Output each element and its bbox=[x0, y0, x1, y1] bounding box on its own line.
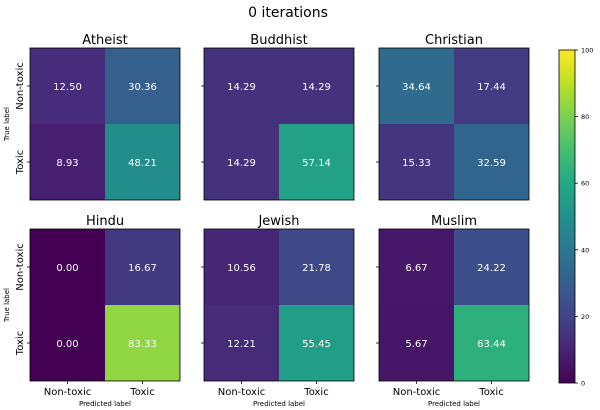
x-tick-label-muslim-0: Non-toxic bbox=[393, 387, 440, 398]
x-axis-label-hindu: Predicted label bbox=[79, 400, 131, 408]
cell-christian-r1-c0 bbox=[379, 124, 454, 200]
cell-christian-r0-c1 bbox=[454, 48, 529, 124]
panels-group: 12.50 30.36 8.93 48.21 Atheist Non-toxic Toxic… bbox=[3, 33, 530, 408]
cell-atheist-r0-c0 bbox=[30, 48, 105, 124]
cell-label-jewish-r0-c1: 21.78 bbox=[302, 263, 331, 274]
cell-muslim-r0-c0 bbox=[379, 229, 454, 305]
colorbar: 0 20 40 60 80 100 bbox=[558, 47, 593, 388]
cell-label-atheist-r1-c1: 48.21 bbox=[128, 158, 157, 169]
y-tick-label-atheist-1: Toxic bbox=[15, 150, 26, 175]
y-axis-label-atheist: True label bbox=[3, 107, 11, 142]
cell-hindu-r0-c1 bbox=[105, 229, 180, 305]
x-axis-label-muslim: Predicted label bbox=[428, 400, 480, 408]
cell-label-hindu-r0-c0: 0.00 bbox=[56, 263, 78, 274]
panel-frame-atheist bbox=[29, 47, 181, 201]
panel-muslim: 6.67 24.22 5.67 63.44 Muslim Non-toxic Toxic Pr… bbox=[376, 214, 530, 408]
panel-title-muslim: Muslim bbox=[431, 214, 477, 229]
figure-title: 0 iterations bbox=[248, 5, 328, 21]
cell-label-buddhist-r0-c0: 14.29 bbox=[227, 82, 256, 93]
cell-label-jewish-r0-c0: 10.56 bbox=[227, 263, 256, 274]
x-tick-label-jewish-0: Non-toxic bbox=[218, 387, 265, 398]
y-tick-label-hindu-0: Non-toxic bbox=[15, 243, 26, 290]
panel-title-christian: Christian bbox=[425, 33, 483, 48]
cell-label-jewish-r1-c1: 55.45 bbox=[302, 339, 331, 350]
cell-buddhist-r0-c1 bbox=[279, 48, 354, 124]
cell-hindu-r1-c1 bbox=[105, 305, 180, 381]
cell-atheist-r1-c1 bbox=[105, 124, 180, 200]
cell-atheist-r1-c0 bbox=[30, 124, 105, 200]
y-tick-label-atheist-0: Non-toxic bbox=[15, 62, 26, 109]
panel-buddhist: 14.29 14.29 14.29 57.14 Buddhist bbox=[201, 33, 355, 201]
panel-christian: 34.64 17.44 15.33 32.59 Christian bbox=[376, 33, 530, 201]
cell-label-christian-r0-c1: 17.44 bbox=[477, 82, 506, 93]
cell-label-muslim-r1-c0: 5.67 bbox=[405, 339, 427, 350]
x-tick-label-muslim-1: Toxic bbox=[478, 387, 503, 398]
cell-buddhist-r1-c1 bbox=[279, 124, 354, 200]
cell-christian-r1-c1 bbox=[454, 124, 529, 200]
colorbar-tick-label-0: 0 bbox=[581, 380, 585, 388]
cell-label-jewish-r1-c0: 12.21 bbox=[227, 339, 256, 350]
cell-label-christian-r0-c0: 34.64 bbox=[402, 82, 431, 93]
panel-title-hindu: Hindu bbox=[86, 214, 124, 229]
cell-label-muslim-r0-c0: 6.67 bbox=[405, 263, 427, 274]
colorbar-tick-label-2: 40 bbox=[581, 246, 589, 254]
cell-label-buddhist-r0-c1: 14.29 bbox=[302, 82, 331, 93]
cell-muslim-r0-c1 bbox=[454, 229, 529, 305]
cell-label-muslim-r0-c1: 24.22 bbox=[477, 263, 506, 274]
colorbar-gradient bbox=[558, 49, 576, 384]
cell-muslim-r1-c0 bbox=[379, 305, 454, 381]
panel-title-buddhist: Buddhist bbox=[250, 33, 307, 48]
panel-hindu: 0.00 16.67 0.00 83.33 Hindu Non-toxic Toxic Tru… bbox=[3, 214, 181, 408]
cell-christian-r0-c0 bbox=[379, 48, 454, 124]
panel-frame-muslim bbox=[378, 228, 530, 382]
cell-buddhist-r1-c0 bbox=[204, 124, 279, 200]
cell-label-atheist-r1-c0: 8.93 bbox=[56, 158, 78, 169]
cell-muslim-r1-c1 bbox=[454, 305, 529, 381]
cell-hindu-r1-c0 bbox=[30, 305, 105, 381]
cell-label-hindu-r1-c0: 0.00 bbox=[56, 339, 78, 350]
cell-atheist-r0-c1 bbox=[105, 48, 180, 124]
cell-label-muslim-r1-c1: 63.44 bbox=[477, 339, 506, 350]
colorbar-tick-label-4: 80 bbox=[581, 113, 589, 121]
cell-jewish-r1-c1 bbox=[279, 305, 354, 381]
cell-label-christian-r1-c0: 15.33 bbox=[402, 158, 431, 169]
cell-buddhist-r0-c0 bbox=[204, 48, 279, 124]
colorbar-tick-label-1: 20 bbox=[581, 313, 589, 321]
cell-label-hindu-r0-c1: 16.67 bbox=[128, 263, 157, 274]
panel-frame-christian bbox=[378, 47, 530, 201]
colorbar-tick-label-5: 100 bbox=[581, 47, 593, 55]
x-tick-label-hindu-0: Non-toxic bbox=[44, 387, 91, 398]
panel-title-jewish: Jewish bbox=[257, 214, 299, 229]
panel-frame-jewish bbox=[203, 228, 355, 382]
cell-jewish-r0-c1 bbox=[279, 229, 354, 305]
panel-title-atheist: Atheist bbox=[82, 33, 127, 48]
cell-label-atheist-r0-c1: 30.36 bbox=[128, 82, 157, 93]
cell-hindu-r0-c0 bbox=[30, 229, 105, 305]
y-tick-label-hindu-1: Toxic bbox=[15, 331, 26, 356]
panel-frame-buddhist bbox=[203, 47, 355, 201]
panel-atheist: 12.50 30.36 8.93 48.21 Atheist Non-toxic Toxic… bbox=[3, 33, 181, 201]
colorbar-ticks: 0 20 40 60 80 100 bbox=[575, 47, 593, 388]
cell-jewish-r1-c0 bbox=[204, 305, 279, 381]
x-tick-label-jewish-1: Toxic bbox=[303, 387, 328, 398]
panel-jewish: 10.56 21.78 12.21 55.45 Jewish Non-toxic Toxic… bbox=[201, 214, 355, 408]
cell-label-hindu-r1-c1: 83.33 bbox=[128, 339, 157, 350]
x-axis-label-jewish: Predicted label bbox=[253, 400, 305, 408]
cell-label-christian-r1-c1: 32.59 bbox=[477, 158, 506, 169]
y-axis-label-hindu: True label bbox=[3, 288, 11, 323]
cell-label-buddhist-r1-c1: 57.14 bbox=[302, 158, 331, 169]
x-tick-label-hindu-1: Toxic bbox=[129, 387, 154, 398]
colorbar-tick-label-3: 60 bbox=[581, 180, 589, 188]
cell-jewish-r0-c0 bbox=[204, 229, 279, 305]
cell-label-atheist-r0-c0: 12.50 bbox=[53, 82, 82, 93]
panel-frame-hindu bbox=[29, 228, 181, 382]
cell-label-buddhist-r1-c0: 14.29 bbox=[227, 158, 256, 169]
